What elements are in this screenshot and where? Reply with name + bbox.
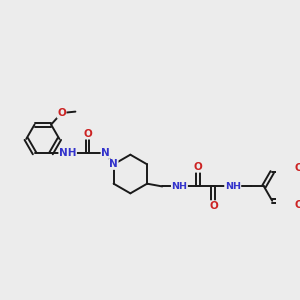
Text: NH: NH (225, 182, 241, 191)
Text: O: O (194, 162, 203, 172)
Text: O: O (295, 200, 300, 210)
Text: NH: NH (59, 148, 76, 158)
Text: O: O (295, 163, 300, 173)
Text: N: N (109, 159, 118, 170)
Text: O: O (57, 108, 66, 118)
Text: N: N (101, 148, 110, 158)
Text: O: O (209, 201, 218, 211)
Text: O: O (83, 129, 92, 139)
Text: NH: NH (171, 182, 188, 191)
